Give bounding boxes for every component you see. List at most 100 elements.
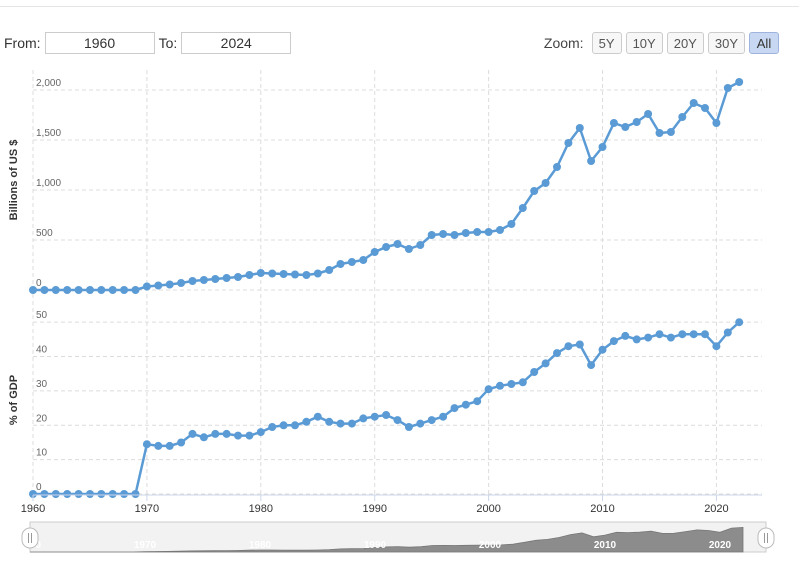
- usd-data-point: [575, 124, 584, 132]
- usd-data-point: [518, 204, 527, 212]
- gdp-data-point: [154, 441, 163, 450]
- usd-data-point: [40, 286, 49, 294]
- gdp-data-point: [689, 330, 698, 339]
- usd-y-tick-label: 1,500: [36, 128, 61, 139]
- gdp-y-tick-label: 20: [36, 413, 48, 424]
- navigator-tick-label: 1970: [134, 540, 157, 551]
- usd-data-point: [97, 286, 106, 294]
- x-tick-label: 2000: [476, 503, 500, 515]
- gdp-data-point: [393, 416, 402, 425]
- from-input[interactable]: [44, 32, 155, 54]
- usd-y-tick-label: 1,000: [36, 178, 61, 189]
- from-label: From:: [4, 35, 41, 51]
- gdp-y-tick-label: 10: [36, 448, 48, 459]
- usd-data-point: [313, 269, 322, 278]
- gdp-data-point: [268, 423, 277, 431]
- usd-data-point: [256, 269, 265, 277]
- usd-data-point: [279, 270, 288, 278]
- usd-data-point: [644, 110, 653, 118]
- navigator-tick-label: 1980: [249, 540, 272, 551]
- gdp-data-point: [507, 380, 516, 388]
- gdp-data-point: [177, 438, 186, 447]
- usd-data-point: [678, 113, 687, 121]
- gdp-data-point: [723, 328, 732, 337]
- gdp-y-tick-label: 0: [36, 482, 42, 493]
- gdp-y-axis-label: % of GDP: [8, 375, 20, 425]
- zoom-label: Zoom:: [543, 35, 584, 51]
- gdp-data-point: [370, 412, 379, 421]
- usd-data-point: [120, 286, 129, 294]
- x-tick-label: 1990: [362, 503, 386, 515]
- x-tick-label: 1970: [135, 503, 159, 515]
- date-range-selector: From: To:: [4, 31, 295, 55]
- gdp-data-point: [461, 400, 470, 409]
- gdp-data-point: [621, 331, 630, 340]
- gdp-y-tick-label: 30: [36, 379, 48, 390]
- navigator-left-handle[interactable]: [21, 527, 39, 549]
- usd-data-point: [735, 78, 744, 86]
- usd-data-point: [701, 104, 709, 112]
- gdp-series-line: [33, 321, 741, 496]
- usd-y-axis-label: Billions of US $: [8, 140, 20, 221]
- gdp-data-point: [609, 337, 618, 346]
- usd-data-point: [29, 286, 37, 294]
- usd-data-point: [177, 279, 186, 287]
- gdp-data-point: [120, 490, 129, 498]
- gdp-data-point: [518, 378, 527, 387]
- gdp-y-tick-label: 50: [36, 310, 48, 321]
- usd-data-point: [530, 187, 539, 195]
- zoom-5y-button[interactable]: 5Y: [591, 32, 622, 54]
- usd-data-point: [86, 286, 94, 294]
- usd-data-point: [382, 243, 391, 251]
- usd-data-point: [427, 231, 436, 239]
- gdp-data-point: [484, 385, 493, 394]
- usd-data-point: [621, 123, 630, 131]
- zoom-30y-button[interactable]: 30Y: [707, 32, 745, 54]
- gdp-data-point: [165, 441, 174, 450]
- usd-data-point: [461, 229, 470, 237]
- zoom-20y-button[interactable]: 20Y: [666, 32, 704, 54]
- usd-data-point: [302, 271, 311, 279]
- usd-data-point: [268, 269, 277, 278]
- gdp-data-point: [199, 433, 208, 442]
- gdp-data-point: [279, 421, 288, 430]
- to-input[interactable]: [181, 32, 292, 54]
- gdp-data-point: [256, 428, 265, 437]
- gdp-data-point: [336, 419, 345, 428]
- gdp-data-point: [97, 490, 106, 498]
- usd-data-point: [553, 163, 561, 171]
- usd-y-tick-label: 0: [36, 278, 42, 289]
- gdp-data-point: [29, 490, 37, 498]
- usd-data-point: [723, 84, 732, 92]
- usd-data-point: [336, 260, 345, 268]
- usd-data-point: [632, 118, 641, 126]
- usd-data-point: [507, 220, 516, 228]
- usd-data-point: [188, 277, 197, 285]
- gdp-data-point: [473, 397, 482, 406]
- usd-data-point: [450, 231, 459, 239]
- gdp-data-point: [382, 411, 391, 419]
- gdp-data-point: [564, 342, 573, 351]
- usd-data-point: [51, 286, 60, 294]
- gdp-data-point: [701, 330, 709, 339]
- navigator-right-handle[interactable]: [757, 527, 775, 549]
- usd-data-point: [74, 286, 83, 294]
- usd-data-point: [655, 129, 664, 137]
- gdp-data-point: [51, 490, 60, 498]
- gdp-data-point: [211, 429, 220, 438]
- gdp-y-tick-label: 40: [36, 345, 48, 356]
- usd-data-point: [199, 276, 208, 284]
- zoom-10y-button[interactable]: 10Y: [625, 32, 663, 54]
- usd-data-point: [131, 286, 140, 294]
- gdp-data-point: [222, 429, 231, 438]
- zoom-all-button[interactable]: All: [749, 32, 779, 54]
- x-tick-label: 2020: [704, 503, 728, 515]
- gdp-data-point: [644, 333, 653, 342]
- gdp-data-point: [86, 490, 94, 498]
- gdp-data-point: [678, 330, 687, 339]
- gdp-data-point: [666, 333, 675, 342]
- gdp-data-point: [142, 440, 151, 449]
- usd-data-point: [416, 241, 425, 249]
- gdp-data-point: [313, 412, 322, 421]
